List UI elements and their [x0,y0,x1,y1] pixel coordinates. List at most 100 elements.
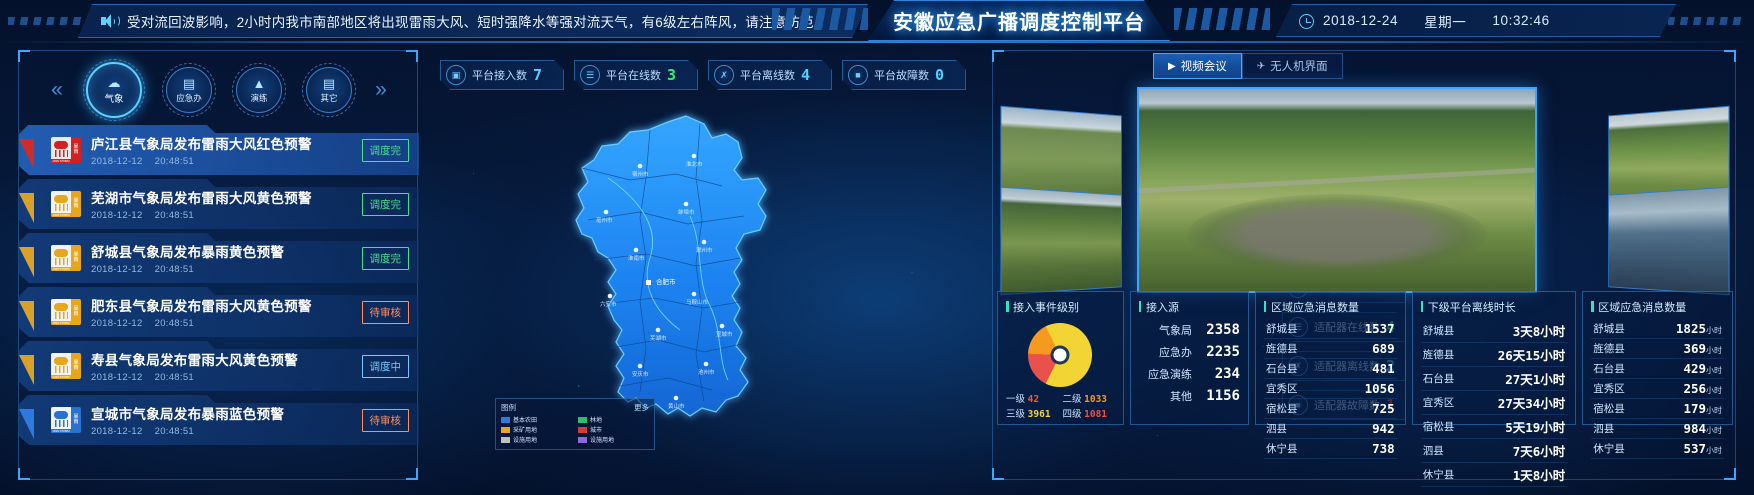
card-source: 接入源 气象局 2358 应急办 2235 应急演练 234 其他 1156 [1129,291,1249,425]
alert-row[interactable]: RAIN STORM 暴雨舒城县气象局发布暴雨黄色预警 2018-12-12 20:4… [19,233,419,283]
ticker-text: 受对流回波影响，2小时内我市南部地区将出现雷雨大风、短时强降水等强对流天气，有6… [127,15,828,30]
table-row: 旌德县 689 [1263,338,1397,359]
legend-more-link[interactable]: 更多 [634,403,649,412]
level-legend-item: 四级 1081 [1062,406,1114,420]
video-side-2[interactable] [1000,186,1122,296]
alert-row[interactable]: RAIN STORM 暴雨宣城市气象局发布暴雨蓝色预警 2018-12-12 20:4… [19,395,419,445]
status-badge[interactable]: 调度中 [362,355,410,378]
status-badge[interactable]: 调度完 [362,139,410,162]
legend-item: 基本农田 [501,415,572,424]
legend-item: 设施用地 [501,435,572,444]
row-value: 1825小时 [1646,319,1725,339]
alert-timestamp: 2018-12-12 20:48:51 [91,264,194,275]
clock-icon [1299,14,1314,29]
category-next-button[interactable]: » [375,78,387,101]
stat-label: 平台离线数 [740,70,795,82]
stat-platform-0[interactable]: ▣ 平台接入数 7 [440,60,564,90]
status-badge[interactable]: 调度完 [362,247,410,270]
row-label: 旌德县 [1591,338,1647,359]
alert-title: 庐江县气象局发布雷雨大风红色预警 [91,137,312,152]
legend-swatch [501,436,510,443]
alerts-panel: « ☁ 气象 ▤ 应急办 ▲ 演练 ▤ 其它 » RAIN STORM 暴雨庐江县气象局发布雷雨… [18,50,418,480]
clock-bar: 2018-12-24 星期一 10:32:46 [1276,4,1676,37]
category-3[interactable]: ▤ 其它 [302,63,356,117]
row-value: 179小时 [1646,398,1725,419]
category-prev-button[interactable]: « [51,78,63,101]
alert-timestamp: 2018-12-12 20:48:51 [91,318,194,329]
card-event-level-title: 接入事件级别 [1006,299,1115,315]
alert-row[interactable]: RAIN STORM 暴雨庐江县气象局发布雷雨大风红色预警 2018-12-12 20… [19,125,419,175]
category-ring [232,63,286,117]
weather-warning-icon: RAIN STORM 暴雨 [51,191,81,217]
map-label-9: 宣城市 [716,332,733,338]
category-2[interactable]: ▲ 演练 [232,63,286,117]
platform-offline-table: 舒城县 3天8小时 旌德县 26天15小时 石台县 27天1小时 宜秀区 27天34小时 宿松县… [1420,319,1568,487]
monitor-icon: ▣ [446,65,466,85]
alert-row[interactable]: RAIN STORM 暴雨寿县气象局发布雷雨大风黄色预警 2018-12-12 20:… [19,341,419,391]
status-badge[interactable]: 待审核 [362,409,410,432]
map-legend: 图例 更多 基本农田 林地 采矿用地 城市 设施用地 设施用地 [495,398,655,450]
anhui-map[interactable]: 宿州市 淮北市 亳州市 蚌埠市 淮南市 滁州市 六安市 合肥市 马鞍山市 芜湖市… [490,108,910,450]
category-1[interactable]: ▤ 应急办 [162,63,216,117]
source-row: 应急办 2235 [1139,341,1240,363]
alert-list[interactable]: RAIN STORM 暴雨庐江县气象局发布雷雨大风红色预警 2018-12-12 20… [19,125,419,475]
legend-label: 采矿用地 [513,428,538,434]
page-title: 安徽应急广播调度控制平台 [868,0,1170,41]
source-row: 其他 1156 [1139,385,1240,407]
row-label: 宿松县 [1263,398,1332,419]
table-row: 舒城县 1537 [1263,319,1397,339]
row-value: 738 [1331,438,1397,459]
alert-timestamp: 2018-12-12 20:48:51 [91,426,194,437]
table-row: 宜秀区 1056 [1263,378,1397,399]
map-svg[interactable] [490,108,910,448]
event-level-legend: 一级 42 二级 1033 三级 3961 四级 1081 [1006,391,1115,420]
level-legend-item: 二级 1033 [1062,391,1114,405]
row-label: 舒城县 [1263,319,1332,339]
stat-platform-2[interactable]: ✗ 平台离线数 4 [708,60,832,90]
row-label: 宜秀区 [1263,378,1332,399]
card-region-count-title: 区域应急消息数量 [1263,299,1397,315]
category-selector: « ☁ 气象 ▤ 应急办 ▲ 演练 ▤ 其它 » [19,59,419,121]
source-label: 气象局 [1158,325,1192,337]
alert-timestamp: 2018-12-12 20:48:51 [91,372,194,383]
bottom-cards: 接入事件级别 一级 42 二级 1033 三级 3961 四级 1081 接入源 气象… [997,291,1734,487]
alert-meta: 庐江县气象局发布雷雨大风红色预警 2018-12-12 20:48:51 [91,133,362,167]
source-label: 其他 [1169,391,1192,403]
video-side-4[interactable] [1608,186,1730,296]
row-value: 27天1小时 [1469,366,1568,391]
table-row: 宿松县 5天19小时 [1420,414,1568,439]
map-label-5: 滁州市 [696,248,713,254]
tab-0[interactable]: ▶ 视频会议 [1153,53,1242,79]
stat-platform-3[interactable]: ■ 平台故障数 0 [842,60,966,90]
alert-level-marker [19,139,34,169]
category-0[interactable]: ☁ 气象 [83,59,145,121]
card-source-title: 接入源 [1138,299,1240,315]
status-badge[interactable]: 待审核 [362,301,410,324]
platform-stats-row: ▣ 平台接入数 7 ☰ 平台在线数 3 ✗ 平台离线数 4 ■ 平台故障数 0 [440,60,966,90]
alert-meta: 舒城县气象局发布暴雨黄色预警 2018-12-12 20:48:51 [91,241,362,275]
alert-level-marker [19,409,34,439]
row-value: 26天15小时 [1469,342,1568,367]
row-label: 宿松县 [1591,398,1647,419]
alert-row[interactable]: RAIN STORM 暴雨芜湖市气象局发布雷雨大风黄色预警 2018-12-12 20… [19,179,419,229]
alert-meta: 芜湖市气象局发布雷雨大风黄色预警 2018-12-12 20:48:51 [91,187,362,221]
row-label: 舒城县 [1420,319,1470,343]
legend-item: 城市 [578,425,649,434]
tab-1[interactable]: ✈ 无人机界面 [1241,53,1343,79]
video-tabs[interactable]: ▶ 视频会议 ✈ 无人机界面 [1153,53,1343,79]
map-label-12: 黄山市 [668,404,685,410]
server-icon: ☰ [580,65,600,85]
alert-row[interactable]: RAIN STORM 暴雨肥东县气象局发布雷雨大风黄色预警 2018-12-12 20… [19,287,419,337]
stat-platform-1[interactable]: ☰ 平台在线数 3 [574,60,698,90]
alert-timestamp: 2018-12-12 20:48:51 [91,210,194,221]
table-row: 旌德县 26天15小时 [1420,342,1568,367]
video-main[interactable] [1137,87,1537,293]
row-label: 石台县 [1420,366,1470,391]
offline-icon: ✗ [714,65,734,85]
row-value: 7天6小时 [1469,438,1568,463]
alert-level-marker [19,355,34,385]
map-label-6: 六安市 [600,302,617,308]
header-date: 2018-12-24 [1323,13,1399,28]
status-badge[interactable]: 调度完 [362,193,410,216]
